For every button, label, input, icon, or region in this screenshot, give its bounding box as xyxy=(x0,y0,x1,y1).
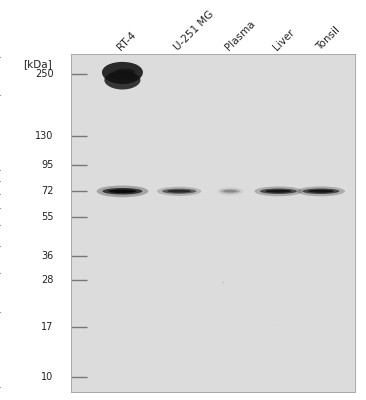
Text: Tonsil: Tonsil xyxy=(314,24,341,52)
Ellipse shape xyxy=(162,189,196,194)
Text: 10: 10 xyxy=(41,372,53,382)
Text: U-251 MG: U-251 MG xyxy=(172,9,216,52)
Ellipse shape xyxy=(220,189,240,194)
Ellipse shape xyxy=(109,190,136,193)
Text: 130: 130 xyxy=(35,131,53,141)
Ellipse shape xyxy=(297,186,345,196)
Ellipse shape xyxy=(303,188,339,194)
Text: 36: 36 xyxy=(41,251,53,261)
Ellipse shape xyxy=(254,186,302,196)
Text: [kDa]: [kDa] xyxy=(23,59,51,69)
Ellipse shape xyxy=(109,70,136,80)
Ellipse shape xyxy=(223,190,237,192)
Text: 250: 250 xyxy=(35,69,53,79)
Text: Liver: Liver xyxy=(271,27,296,52)
Ellipse shape xyxy=(97,186,148,197)
Text: 17: 17 xyxy=(41,322,53,332)
Ellipse shape xyxy=(104,72,141,90)
Text: 95: 95 xyxy=(41,160,53,170)
Text: 28: 28 xyxy=(41,275,53,285)
Text: RT-4: RT-4 xyxy=(115,29,138,52)
Text: 55: 55 xyxy=(41,212,53,222)
Ellipse shape xyxy=(265,190,291,193)
Ellipse shape xyxy=(260,188,297,194)
Text: 72: 72 xyxy=(41,186,53,196)
Ellipse shape xyxy=(116,68,135,74)
Ellipse shape xyxy=(167,190,191,193)
Text: Plasma: Plasma xyxy=(223,18,257,52)
Ellipse shape xyxy=(157,187,201,196)
Ellipse shape xyxy=(308,190,334,193)
Ellipse shape xyxy=(217,187,243,196)
Ellipse shape xyxy=(102,62,143,84)
Ellipse shape xyxy=(102,188,142,194)
